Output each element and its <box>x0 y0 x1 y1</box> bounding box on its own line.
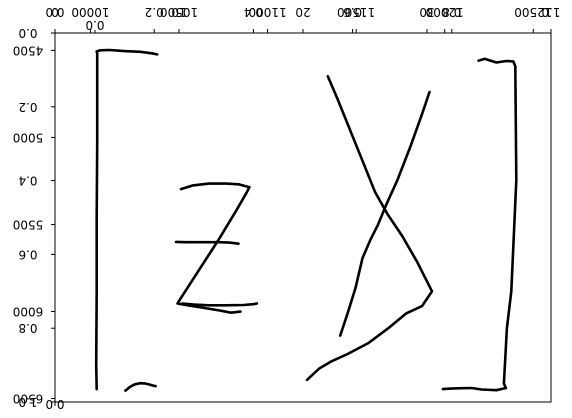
x-tick-label-3-4: 12000 <box>426 5 464 19</box>
x-tick-label-3-2: 11000 <box>249 5 287 19</box>
y-tick-label-0-0: 0.0 <box>18 26 37 40</box>
ink-stroke-1 <box>124 381 157 392</box>
y-tick-label-5-4: 6500 <box>13 392 44 406</box>
x-tick-label-4-2: 20 <box>295 5 310 19</box>
axis-ticks: 0.0 0.0 0.2 0.4 0.6 0.8 1.0 0.0 0.2 0.4 0.6 0.8 1.0 0… <box>13 5 561 411</box>
ink-stroke-2 <box>94 50 99 391</box>
y-tick-label-0-3: 0.6 <box>18 247 37 261</box>
y-tick-label-0-5: 1.0 <box>18 395 37 409</box>
ink-stroke-3 <box>95 48 159 56</box>
x-tick-label-1-3: 0.6 <box>343 5 362 19</box>
x-tick-label-3-0: 10000 <box>71 5 109 19</box>
x-tick-label-4-0: 0 <box>51 5 59 19</box>
x-tick-label-4-3: 30 <box>419 5 434 19</box>
y-tick-label-5-2: 5500 <box>13 218 44 232</box>
y-tick-label-0-2: 0.4 <box>18 174 37 188</box>
x-tick-label-4-1: 10 <box>171 5 186 19</box>
ink-stroke-10 <box>441 386 508 392</box>
y-tick-label-0-1: 0.2 <box>18 100 37 114</box>
ink-stroke-4 <box>181 302 259 307</box>
y-tick-label-5-0: 4500 <box>13 43 44 57</box>
ink-stroke-5 <box>176 182 251 314</box>
x-tick-label-0-0: 0.0 <box>45 397 64 411</box>
ink-stroke-7 <box>305 74 434 382</box>
y-tick-label-5-1: 5000 <box>13 130 44 144</box>
x-tick-label-3-1: 10500 <box>160 5 198 19</box>
ink-stroke-9 <box>477 57 518 390</box>
x-tick-label-2-0: 0.0 <box>85 18 104 32</box>
y-tick-label-0-4: 0.8 <box>18 321 37 335</box>
x-tick-label-1-1: 0.2 <box>145 5 164 19</box>
x-tick-label-3-3: 11500 <box>337 5 375 19</box>
ink-strokes <box>94 48 518 392</box>
x-tick-label-3-5: 12500 <box>514 5 552 19</box>
x-tick-label-1-2: 0.4 <box>244 5 263 19</box>
x-tick-label-1-5: 1.0 <box>541 5 560 19</box>
ink-stroke-6 <box>174 240 240 245</box>
x-tick-label-1-0: 0.0 <box>45 5 64 19</box>
x-tick-label-1-4: 0.8 <box>442 5 461 19</box>
ink-stroke-8 <box>338 90 431 337</box>
y-tick-label-5-3: 6000 <box>13 305 44 319</box>
